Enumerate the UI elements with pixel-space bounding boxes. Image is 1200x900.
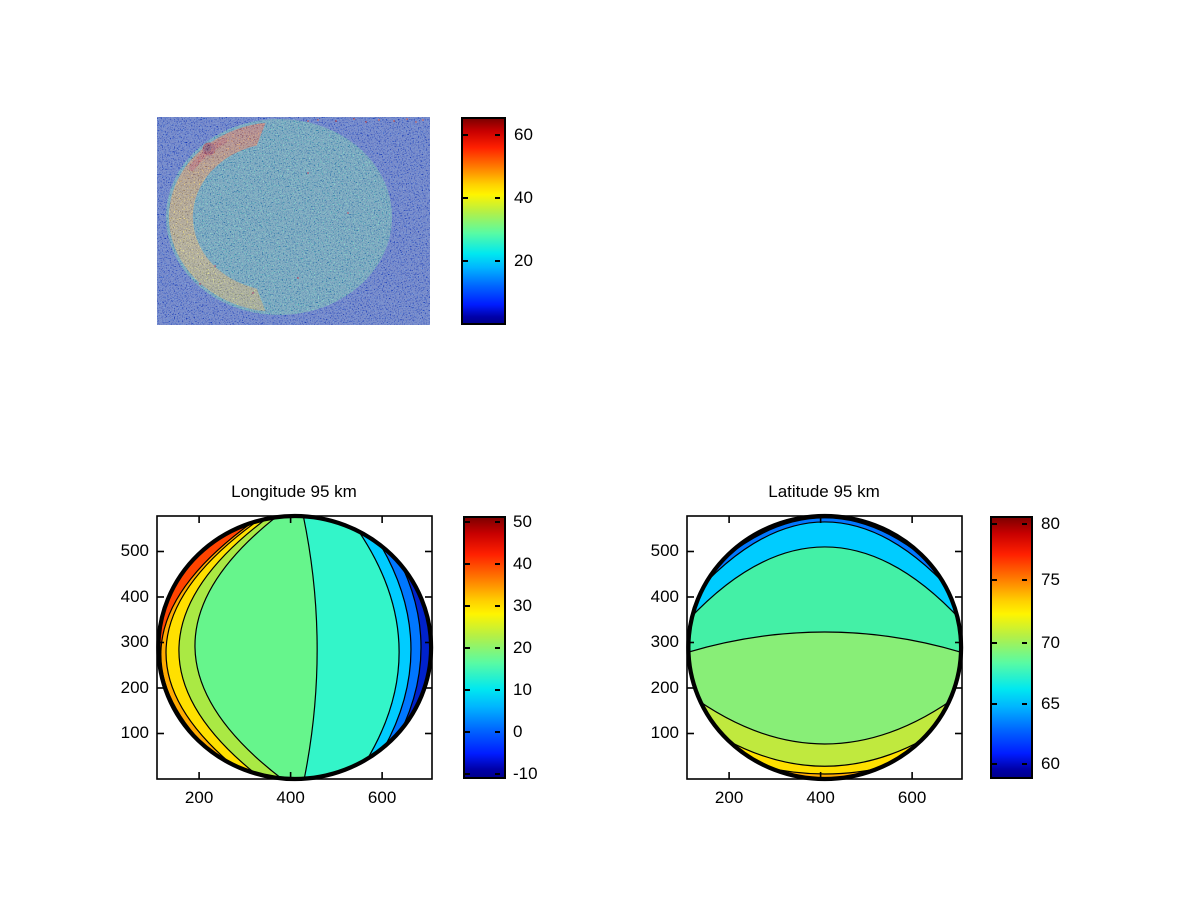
colorbar-tick-mark — [495, 196, 500, 199]
colorbar-tick-mark — [495, 260, 500, 263]
colorbar-latitude — [990, 516, 1033, 779]
colorbar-tick-mark — [495, 133, 500, 136]
colorbar-tick-mark — [495, 689, 500, 692]
colorbar-tick-mark — [1022, 578, 1027, 581]
colorbar-tick-label: 80 — [1041, 514, 1060, 534]
colorbar-tick-label: 10 — [513, 680, 532, 700]
colorbar-tick-mark — [463, 133, 468, 136]
colorbar-tick-mark — [1022, 703, 1027, 706]
colorbar-tick-mark — [495, 647, 500, 650]
colorbar-tick-mark — [495, 562, 500, 565]
colorbar-tick-mark — [495, 605, 500, 608]
x-tick-label: 400 — [276, 788, 305, 807]
colorbar-tick-mark — [465, 647, 470, 650]
colorbar-tick-label: 60 — [1041, 754, 1060, 774]
colorbar-tick-label: 75 — [1041, 569, 1060, 589]
colorbar-tick-label: 0 — [513, 722, 523, 742]
y-tick-label: 500 — [650, 541, 679, 561]
y-tick-label: 100 — [650, 723, 679, 743]
colorbar-tick-mark — [992, 578, 997, 581]
y-tick-label: 400 — [650, 586, 679, 606]
y-tick-label: 200 — [650, 677, 679, 697]
colorbar-longitude — [463, 516, 506, 779]
colorbar-tick-mark — [992, 523, 997, 526]
y-tick-label: 400 — [120, 586, 149, 606]
plot-title-latitude: Latitude 95 km — [768, 482, 880, 501]
colorbar-tick-mark — [465, 731, 470, 734]
x-tick-label: 400 — [806, 788, 835, 807]
colorbar-tick-mark — [463, 260, 468, 263]
colorbar-tick-mark — [992, 642, 997, 645]
colorbar-tick-mark — [1022, 523, 1027, 526]
colorbar-tick-mark — [992, 703, 997, 706]
colorbar-tick-mark — [465, 773, 470, 776]
colorbar-tick-mark — [465, 520, 470, 523]
colorbar-top-image — [461, 117, 506, 325]
colorbar-tick-mark — [1022, 642, 1027, 645]
y-tick-label: 200 — [120, 677, 149, 697]
x-tick-label: 200 — [714, 788, 744, 807]
colorbar-tick-mark — [465, 562, 470, 565]
colorbar-tick-mark — [465, 689, 470, 692]
x-tick-label: 600 — [897, 788, 927, 807]
colorbar-tick-label: 20 — [514, 251, 533, 271]
colorbar-tick-mark — [495, 731, 500, 734]
colorbar-tick-label: 20 — [513, 638, 532, 658]
y-tick-label: 300 — [120, 632, 149, 652]
colorbar-tick-label: 40 — [513, 553, 532, 573]
x-tick-label: 600 — [367, 788, 397, 807]
colorbar-tick-mark — [1022, 763, 1027, 766]
colorbar-tick-label: 50 — [513, 511, 532, 531]
colorbar-tick-mark — [495, 520, 500, 523]
colorbar-tick-mark — [465, 605, 470, 608]
colorbar-tick-label: 60 — [514, 124, 533, 144]
colorbar-tick-label: 70 — [1041, 633, 1060, 653]
y-tick-label: 100 — [120, 723, 149, 743]
x-tick-label: 200 — [184, 788, 214, 807]
colorbar-tick-label: 40 — [514, 187, 533, 207]
colorbar-tick-label: -10 — [513, 764, 538, 784]
colorbar-tick-label: 30 — [513, 596, 532, 616]
y-tick-label: 300 — [650, 632, 679, 652]
colorbar-tick-label: 65 — [1041, 694, 1060, 714]
colorbar-tick-mark — [992, 763, 997, 766]
y-tick-label: 500 — [120, 541, 149, 561]
colorbar-tick-mark — [495, 773, 500, 776]
colorbar-tick-mark — [463, 196, 468, 199]
plot-title-longitude: Longitude 95 km — [231, 482, 357, 501]
